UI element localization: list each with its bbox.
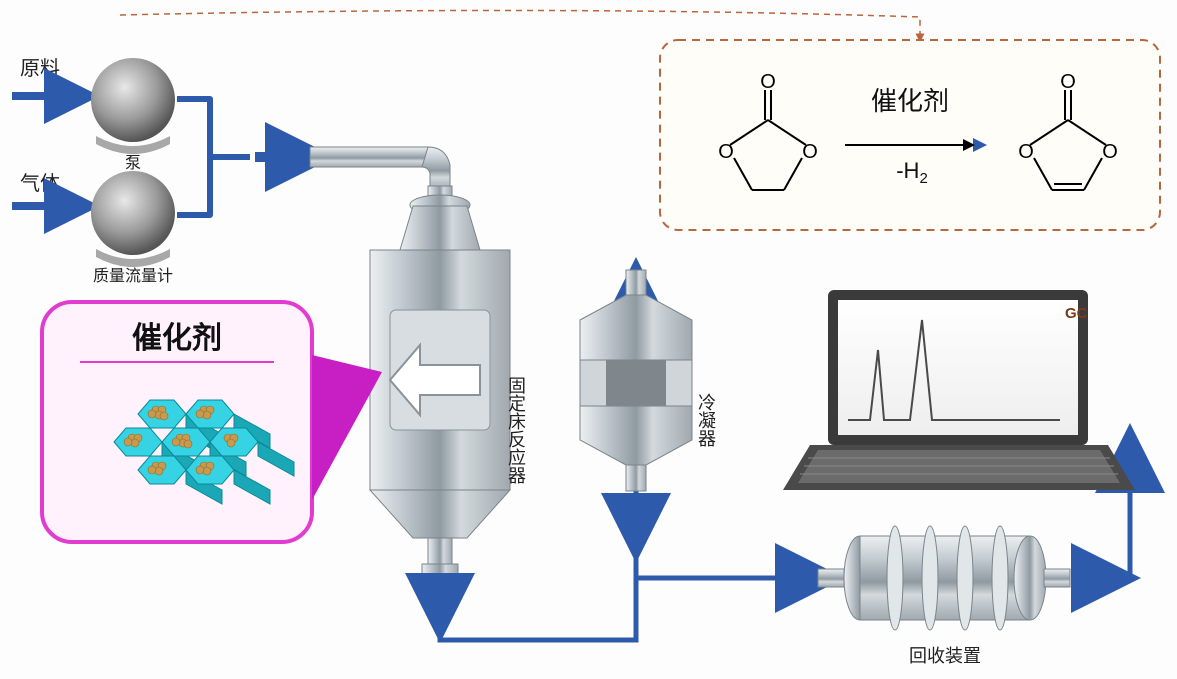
svg-text:O: O xyxy=(760,71,776,93)
svg-text:O: O xyxy=(802,141,818,163)
pipe-c-to-rec xyxy=(636,530,780,578)
svg-text:O: O xyxy=(1018,141,1034,163)
catalyst-callout: 催化剂 xyxy=(42,302,382,542)
gas-label: 气体 xyxy=(20,172,60,195)
reactor xyxy=(370,195,510,574)
svg-text:O: O xyxy=(718,141,734,163)
laptop: GC xyxy=(783,290,1135,490)
condenser xyxy=(580,270,692,491)
reaction-box: O O O 催化剂 -H2 O O O xyxy=(660,40,1160,230)
pump: 泵 xyxy=(91,58,175,172)
mfc: 质量流量计 xyxy=(91,171,175,285)
reactor-label: 固定床反应器 xyxy=(506,376,526,484)
recovery-label: 回收装置 xyxy=(909,646,981,666)
condenser-label: 冷凝器 xyxy=(696,393,716,447)
svg-text:O: O xyxy=(1060,71,1076,93)
feed-label: 原料 xyxy=(20,57,60,80)
gc-label: GC xyxy=(1065,305,1088,322)
recovery-device xyxy=(818,526,1070,630)
reaction-title: 催化剂 xyxy=(871,86,949,116)
pump-label: 泵 xyxy=(125,154,141,172)
mfc-label: 质量流量计 xyxy=(93,267,173,285)
callout-path xyxy=(120,10,920,38)
merge-pipe-outline xyxy=(177,99,250,215)
catalyst-header: 催化剂 xyxy=(132,322,222,355)
svg-text:O: O xyxy=(1102,141,1118,163)
